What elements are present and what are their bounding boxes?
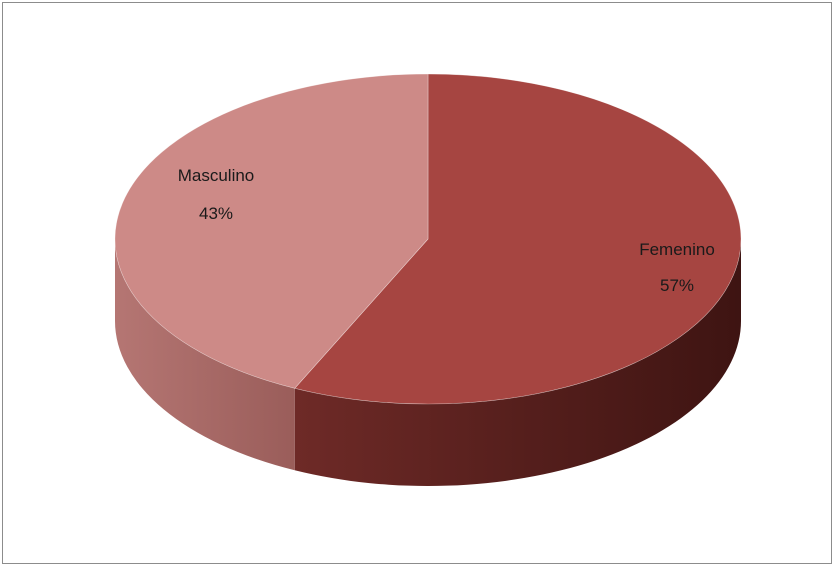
pie-sides: [115, 239, 741, 487]
pie-slice-masculino[interactable]: [114, 73, 429, 389]
slice-label-masculino-percent: 43%: [199, 204, 233, 223]
pie-side-masculino: [115, 239, 295, 471]
pie-slice-femenino[interactable]: [294, 73, 742, 405]
pie-side-femenino: [294, 239, 741, 487]
slice-label-femenino-percent: 57%: [660, 276, 694, 295]
slice-label-femenino: Femenino 57%: [639, 240, 715, 295]
slice-label-femenino-name: Femenino: [639, 240, 715, 259]
pie-tops: [114, 73, 742, 405]
slice-label-masculino-name: Masculino: [178, 166, 255, 185]
slice-label-masculino: Masculino 43%: [178, 166, 255, 223]
